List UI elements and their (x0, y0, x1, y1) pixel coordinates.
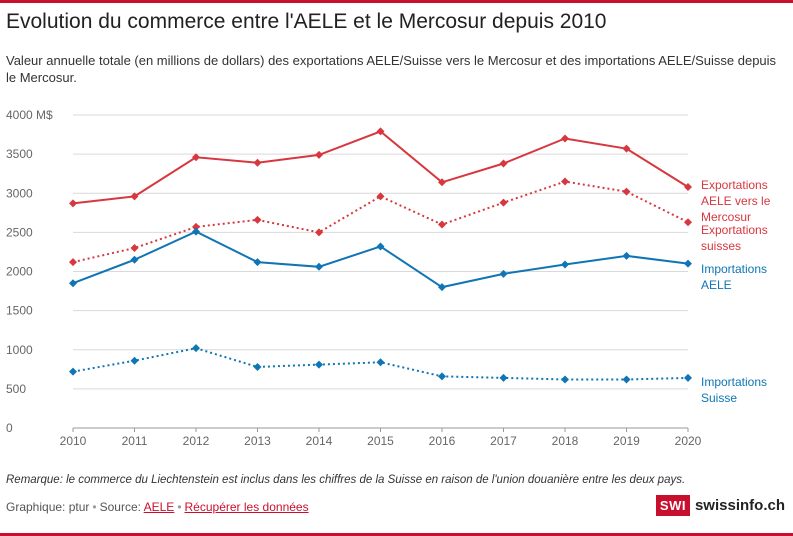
data-point (561, 375, 569, 384)
x-tick-label: 2013 (244, 434, 271, 448)
y-tick-label: 2500 (6, 225, 33, 239)
data-point (130, 255, 139, 264)
data-point (192, 222, 200, 231)
series-label: AELE vers le (701, 194, 771, 208)
series-label: Mercosur (701, 210, 751, 224)
x-tick-label: 2017 (490, 434, 517, 448)
source-prefix: Source: (99, 500, 141, 514)
x-tick-label: 2014 (306, 434, 333, 448)
swissinfo-logo[interactable]: SWI swissinfo.ch (655, 495, 785, 516)
y-tick-label: 3000 (6, 186, 33, 200)
data-point (622, 375, 631, 384)
y-tick-label: 500 (6, 382, 26, 396)
data-point (69, 199, 77, 208)
data-point (561, 177, 569, 186)
x-tick-label: 2018 (552, 434, 579, 448)
chart-footer: Graphique: ptur • Source: AELE • Récupérer l… (6, 500, 309, 514)
swi-badge: SWI (655, 495, 690, 516)
series-2: Importations AELE (69, 227, 767, 292)
series-0: Exportations AELE vers le Mercosur (69, 127, 771, 224)
data-point (69, 367, 77, 376)
x-tick-label: 2012 (183, 434, 210, 448)
data-point (499, 269, 508, 278)
data-point (130, 192, 139, 201)
series-label: Importations (701, 375, 767, 389)
graphic-credit: Graphique: ptur (6, 500, 90, 514)
y-tick-label: 3500 (6, 147, 33, 161)
data-point (684, 182, 692, 191)
top-accent-bar (0, 0, 793, 3)
data-point (192, 153, 200, 162)
data-point (684, 218, 692, 227)
data-point (561, 134, 569, 143)
data-point (622, 251, 631, 260)
y-tick-label: 2000 (6, 265, 33, 279)
data-point (622, 144, 631, 153)
x-tick-label: 2020 (675, 434, 702, 448)
data-point (69, 279, 77, 288)
data-point (499, 373, 508, 382)
data-point (376, 358, 385, 367)
data-point (192, 344, 200, 353)
data-point (499, 159, 508, 168)
series-label: Importations (701, 262, 767, 276)
data-point (622, 187, 631, 196)
data-point (253, 362, 262, 371)
y-tick-label: 0 (6, 421, 13, 435)
data-point (376, 127, 385, 136)
data-point (315, 262, 323, 271)
series-label: Suisse (701, 391, 737, 405)
series-line (72, 230, 689, 289)
data-point (315, 150, 323, 159)
data-point (499, 198, 508, 207)
y-tick-label: 1000 (6, 343, 33, 357)
series-label: Exportations (701, 223, 768, 237)
x-tick-label: 2015 (367, 434, 394, 448)
y-tick-label: 4000 M$ (6, 108, 53, 122)
data-point (253, 258, 262, 267)
data-point (438, 372, 446, 381)
chart-subtitle: Valeur annuelle totale (en millions de d… (6, 53, 777, 85)
data-point (192, 227, 200, 236)
data-point (438, 220, 446, 229)
data-point (253, 215, 262, 224)
data-point (438, 283, 446, 292)
line-chart: 0 500 1000 1500 2000 2500 3000 3500 4000 M$ 2010 2… (6, 108, 771, 448)
data-point (438, 178, 446, 187)
x-tick-label: 2019 (613, 434, 640, 448)
chart-title: Evolution du commerce entre l'AELE et le… (6, 10, 607, 33)
chart-note: Remarque: le commerce du Liechtenstein e… (6, 474, 686, 486)
logo-wordmark: swissinfo.ch (694, 497, 785, 514)
x-tick-label: 2011 (122, 434, 148, 448)
data-point (376, 192, 385, 201)
series-line (72, 180, 689, 264)
data-point (253, 158, 262, 167)
data-point (684, 373, 692, 382)
series-label: suisses (701, 239, 741, 253)
y-tick-label: 1500 (6, 304, 33, 318)
source-link[interactable]: AELE (143, 500, 175, 514)
series-label: Exportations (701, 178, 768, 192)
data-point (315, 360, 323, 369)
data-point (130, 356, 139, 365)
data-point (130, 244, 139, 253)
series-1: Exportations suisses (69, 177, 768, 267)
x-tick-label: 2016 (429, 434, 456, 448)
series-3: Importations Suisse (69, 344, 767, 405)
data-point (315, 228, 323, 237)
data-point (376, 242, 385, 251)
data-point (69, 258, 77, 267)
data-point (684, 259, 692, 268)
series-label: AELE (701, 278, 732, 292)
x-tick-label: 2010 (60, 434, 87, 448)
data-point (561, 260, 569, 269)
bottom-accent-bar (0, 533, 793, 536)
download-data-link[interactable]: Récupérer les données (184, 500, 309, 514)
